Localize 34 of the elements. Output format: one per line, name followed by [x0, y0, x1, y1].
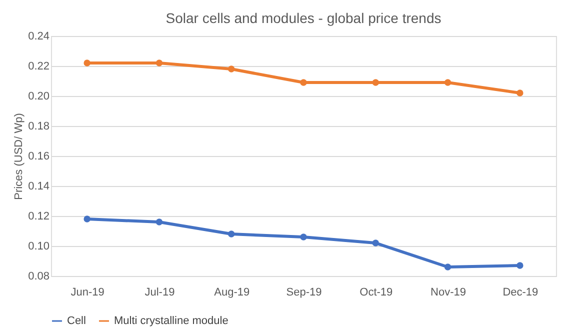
point — [372, 240, 379, 246]
y-axis-title: Prices (USD/ Wp) — [13, 113, 26, 200]
point — [156, 218, 163, 226]
y-tick-label: 0.08 — [28, 270, 50, 282]
x-tick-label: Aug-19 — [214, 286, 250, 298]
point — [84, 60, 90, 66]
x-tick-label: Jun-19 — [70, 286, 104, 298]
y-tick-label: 0.10 — [28, 240, 50, 252]
point — [156, 60, 163, 66]
point — [516, 262, 524, 269]
x-tick-label: Oct-19 — [360, 286, 393, 298]
y-tick-label: 0.12 — [28, 210, 50, 222]
x-tick-label: Dec-19 — [502, 286, 538, 298]
y-tick-label: 0.16 — [28, 150, 50, 162]
point — [300, 79, 307, 86]
point — [444, 264, 452, 270]
y-tick-label: 0.22 — [28, 60, 50, 72]
y-tick-label: 0.20 — [28, 90, 50, 102]
y-tick-label: 0.24 — [28, 30, 50, 42]
point — [372, 79, 379, 86]
point — [228, 66, 235, 72]
point — [300, 234, 307, 240]
y-tick-label: 0.18 — [28, 120, 50, 132]
point — [84, 216, 90, 222]
point — [444, 79, 452, 86]
x-tick-label: Jul-19 — [144, 286, 175, 298]
x-tick-label: Nov-19 — [430, 286, 466, 298]
point — [228, 230, 235, 238]
point — [516, 90, 524, 96]
legend-label: Multi crystalline module — [114, 315, 228, 327]
x-tick-label: Sep-19 — [286, 286, 322, 298]
y-tick-label: 0.14 — [28, 180, 50, 192]
chart-title: Solar cells and modules - global price trends — [166, 10, 442, 26]
legend-label: Cell — [67, 315, 86, 327]
